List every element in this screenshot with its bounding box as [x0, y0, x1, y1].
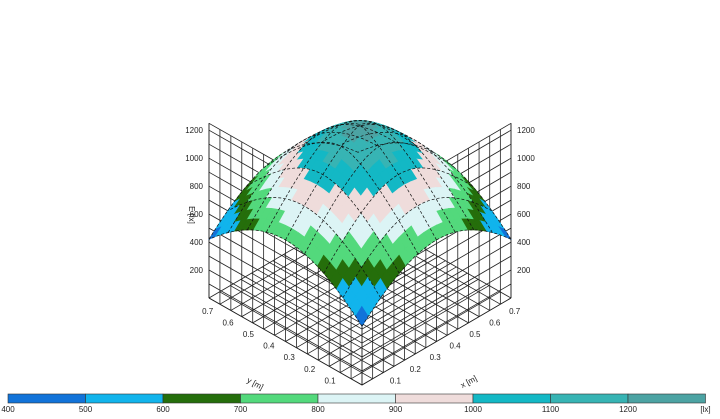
surface-mesh-line: [227, 197, 381, 298]
surface-mesh-line: [304, 141, 454, 254]
z-tick-label-right: 800: [517, 182, 531, 191]
color-scale-label: [lx]: [700, 405, 710, 414]
color-swatch: [395, 393, 474, 404]
illuminance-surface: [208, 120, 512, 327]
x-tick-label: 0.3: [430, 353, 442, 362]
color-swatch: [317, 393, 396, 404]
x-tick-label: 0.6: [489, 318, 501, 327]
z-tick-label-left: 400: [190, 238, 204, 247]
color-swatch: [627, 393, 706, 404]
z-tick-label-right: 1200: [517, 126, 535, 135]
z-tick-label-right: 200: [517, 266, 531, 275]
x-tick-label: 0.7: [509, 307, 521, 316]
axis-ticks: 200 200 400 400 600 600 800 800 1000 1000 1200 1200…: [185, 126, 535, 385]
y-tick-label: 0.2: [304, 365, 316, 374]
x-axis-label: x [m]: [459, 374, 479, 390]
y-tick-label: 0.5: [243, 330, 255, 339]
z-tick-label-right: 400: [517, 238, 531, 247]
surface-mesh-line: [246, 124, 397, 231]
color-scale-label: 900: [389, 405, 403, 414]
surface-mesh-line: [357, 142, 512, 240]
surface-mesh-line: [342, 197, 493, 298]
y-tick-label: 0.4: [263, 342, 275, 351]
color-scale-label: 1000: [464, 405, 482, 414]
surface-mesh-line: [264, 141, 419, 254]
z-tick-label-left: 200: [190, 266, 204, 275]
z-axis-label: E [lx]: [187, 206, 196, 224]
color-swatch: [472, 393, 551, 404]
z-tick-label-left: 800: [190, 182, 204, 191]
y-tick-label: 0.7: [202, 307, 214, 316]
color-scale-label: 1200: [619, 405, 637, 414]
z-tick-label-right: 1000: [517, 154, 535, 163]
color-swatch: [85, 393, 164, 404]
x-tick-label: 0.1: [390, 376, 402, 385]
z-tick-label-right: 600: [517, 210, 531, 219]
color-scale-label: 1100: [542, 405, 560, 414]
color-scale-label: 800: [311, 405, 325, 414]
color-scale-label: 500: [79, 405, 93, 414]
y-tick-label: 0.1: [324, 376, 336, 385]
surface-mesh-line: [320, 124, 475, 231]
x-tick-label: 0.5: [469, 330, 481, 339]
z-tick-label-left: 600: [190, 210, 204, 219]
color-swatch: [240, 393, 319, 404]
surface-mesh-line: [339, 131, 493, 233]
y-tick-label: 0.3: [284, 353, 296, 362]
surface-mesh-line: [323, 167, 473, 274]
color-scale-legend: 400 500 600 700 800 900 1000 1100 1200 [lx]: [1, 393, 711, 414]
y-axis-label: y [m]: [245, 376, 265, 392]
surface-mesh-line: [227, 131, 378, 233]
z-tick-label-left: 1200: [185, 126, 203, 135]
color-scale-label: 700: [234, 405, 248, 414]
y-tick-label: 0.6: [222, 318, 234, 327]
color-scale-label: 600: [156, 405, 170, 414]
x-tick-label: 0.2: [410, 365, 422, 374]
surface-mesh-line: [208, 142, 359, 240]
color-swatch: [550, 393, 629, 404]
color-scale-label: 400: [1, 405, 15, 414]
x-tick-label: 0.4: [449, 342, 461, 351]
z-tick-label-left: 1000: [185, 154, 203, 163]
color-swatch: [162, 393, 241, 404]
color-swatch: [7, 393, 86, 404]
